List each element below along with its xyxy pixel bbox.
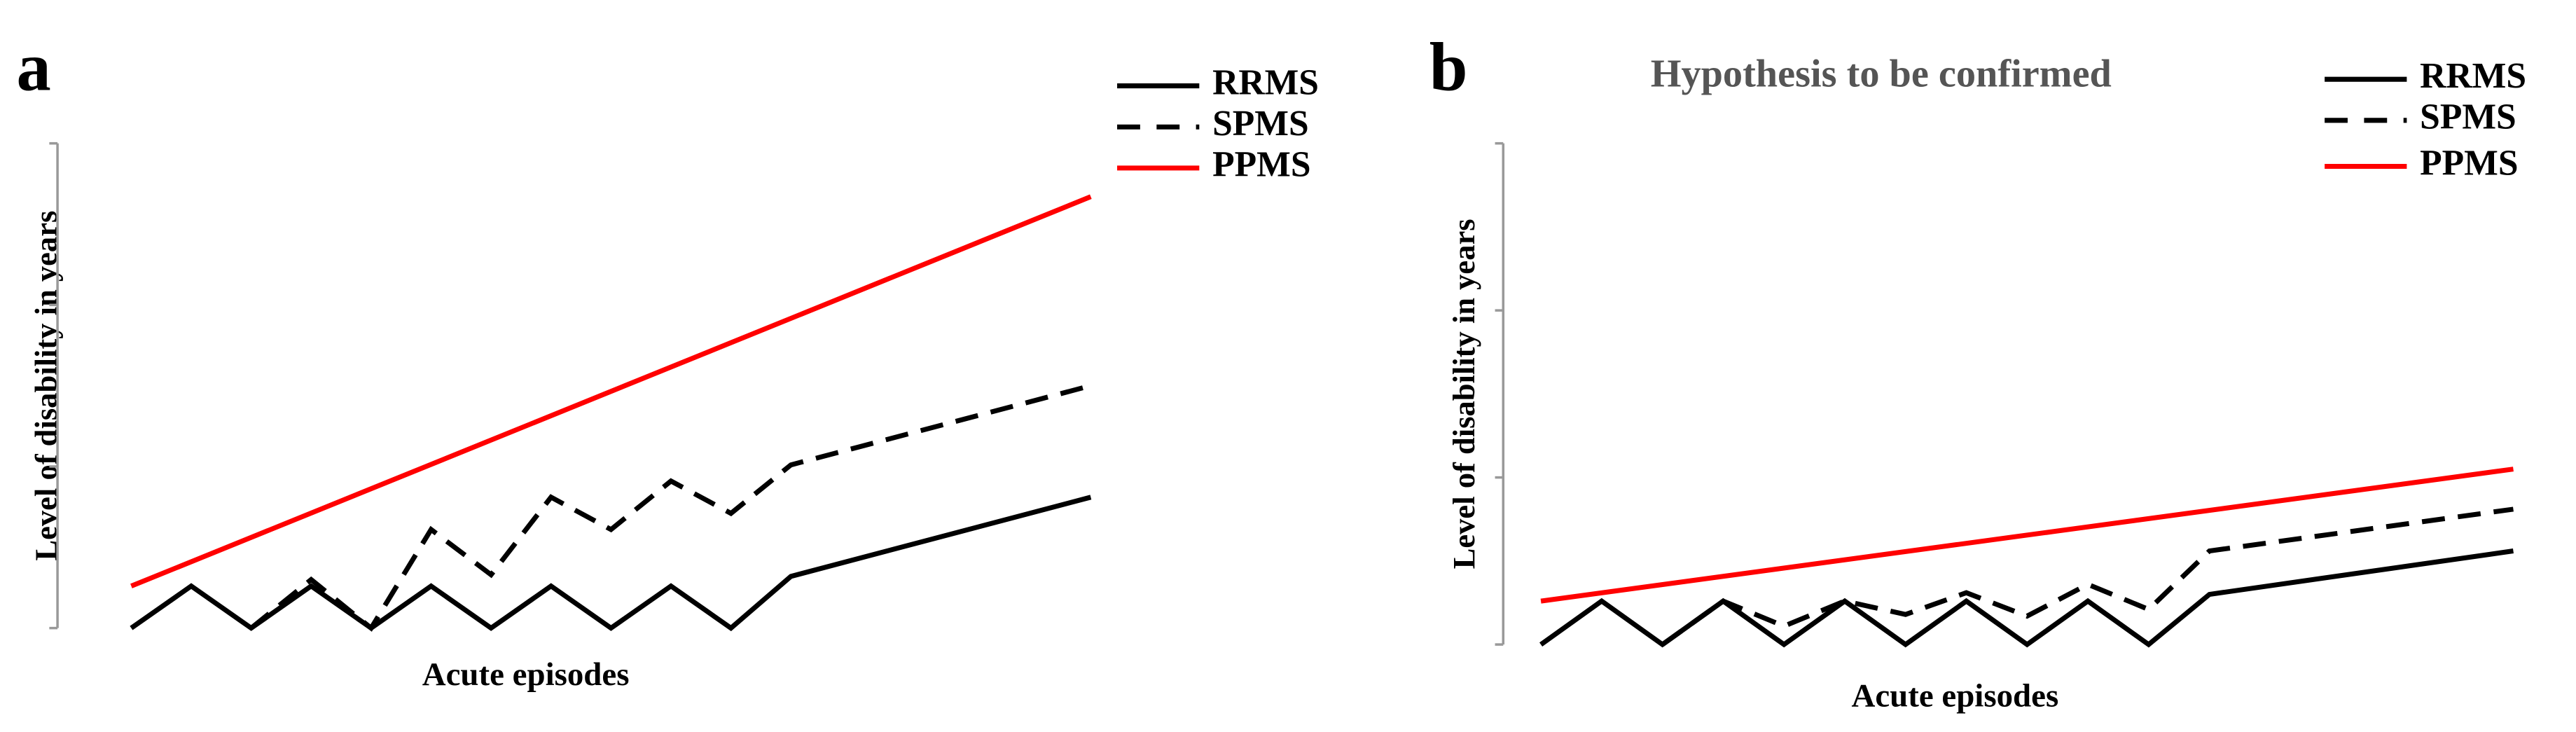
- series-line: [1539, 548, 2514, 648]
- series-line: [130, 495, 1092, 632]
- x-axis-label: Acute episodes: [1851, 677, 2058, 714]
- legend-label: SPMS: [2420, 97, 2516, 137]
- legend-label: RRMS: [1212, 62, 1319, 102]
- legend-label: PPMS: [2420, 143, 2518, 183]
- series-line: [130, 194, 1092, 588]
- series-line: [249, 383, 1092, 632]
- series-line: [1540, 467, 2514, 604]
- y-axis-label: Level of disability in years: [1446, 219, 1481, 569]
- panel-label: b: [1429, 29, 1468, 106]
- x-axis-label: Acute episodes: [422, 656, 630, 693]
- panel-label: a: [16, 29, 50, 106]
- legend-label: RRMS: [2420, 56, 2526, 96]
- chart-title: Hypothesis to be confirmed: [1651, 53, 2112, 96]
- legend-label: PPMS: [1212, 145, 1310, 185]
- series-line: [1661, 506, 2514, 647]
- legend-label: SPMS: [1212, 104, 1309, 144]
